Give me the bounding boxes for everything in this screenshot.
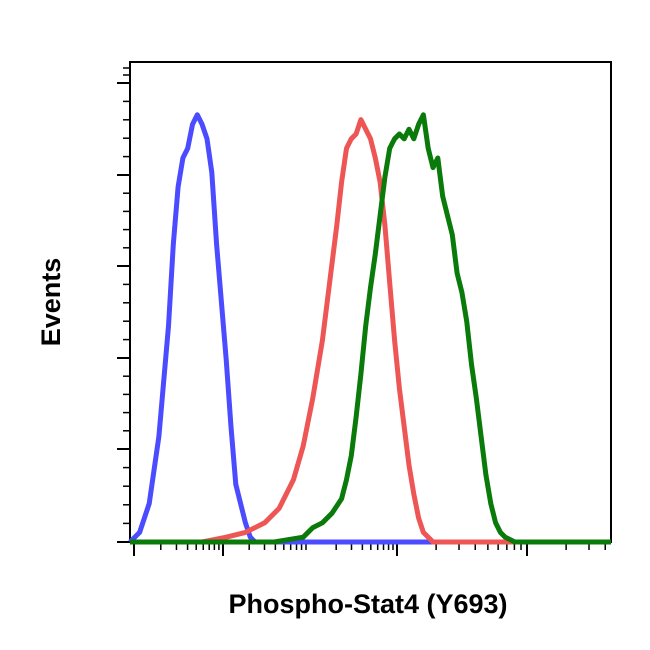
y-axis-ticks [117,67,130,543]
series-line-3 [130,112,611,545]
series-line-1 [128,112,611,545]
y-axis-title: Events [36,258,66,347]
series-line-2 [130,117,611,545]
x-axis-title: Phospho-Stat4 (Y693) [228,589,507,619]
series-layer [128,112,611,545]
